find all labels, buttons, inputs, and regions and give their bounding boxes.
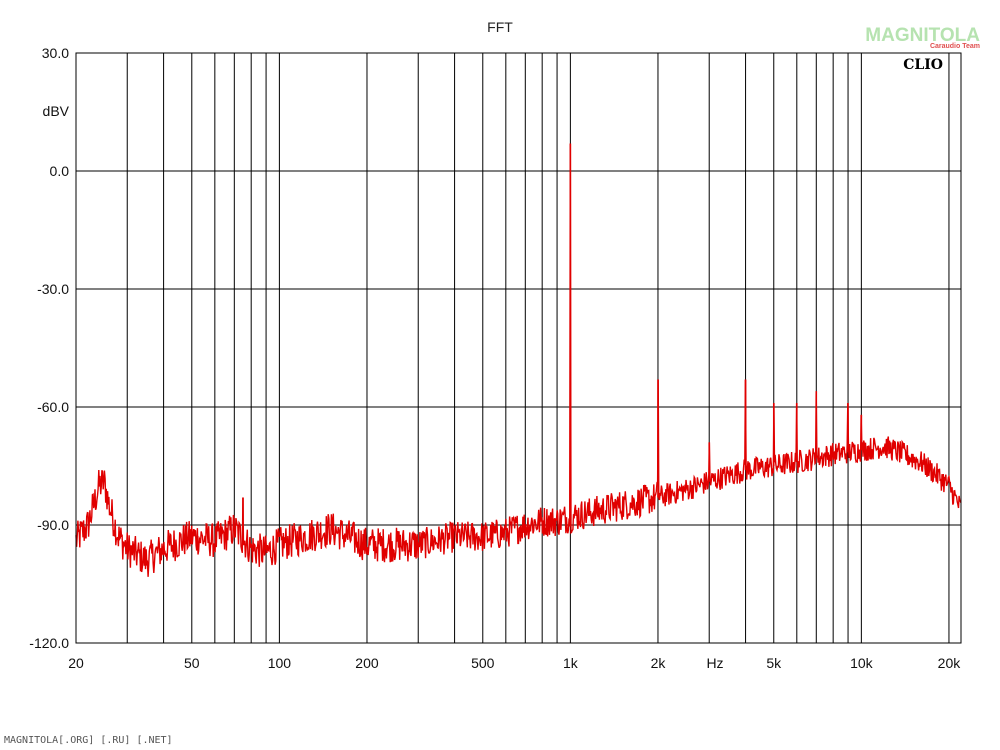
watermark-text: MAGNITOLA: [865, 25, 980, 46]
x-tick-label: 50: [184, 655, 200, 671]
x-tick-label: 200: [355, 655, 379, 671]
fft-trace: [75, 143, 962, 577]
footer-text: MAGNITOLA[.ORG] [.RU] [.NET]: [4, 735, 173, 746]
x-tick-label: 500: [471, 655, 495, 671]
y-tick-label: -90.0: [37, 517, 69, 533]
x-tick-label: 2k: [651, 655, 667, 671]
y-axis-label: dBV: [43, 103, 70, 119]
chart-title: FFT: [487, 19, 513, 35]
y-tick-label: 0.0: [50, 163, 70, 179]
watermark-logo: MAGNITOLA Caraudio Team: [865, 25, 980, 50]
x-tick-label: 5k: [766, 655, 782, 671]
y-tick-label: -120.0: [29, 635, 69, 651]
x-axis-label: Hz: [706, 655, 723, 671]
x-tick-label: 10k: [850, 655, 874, 671]
y-tick-label: -60.0: [37, 399, 69, 415]
x-tick-label: 1k: [563, 655, 579, 671]
y-tick-label: -30.0: [37, 281, 69, 297]
grid-lines: [76, 53, 961, 643]
plot-area: [75, 143, 962, 577]
watermark-subtext: Caraudio Team: [930, 43, 980, 50]
plot-frame: [75, 52, 962, 644]
y-tick-label: 30.0: [42, 45, 69, 61]
x-tick-label: 20: [68, 655, 84, 671]
brand-label: CLIO: [903, 57, 943, 73]
x-axis-ticks: 20 50 100 200 500 1k 2k 5k 10k 20k: [68, 655, 961, 671]
x-tick-label: 100: [268, 655, 292, 671]
y-axis-ticks: 30.0 0.0 -30.0 -60.0 -90.0 -120.0: [29, 45, 69, 651]
x-tick-label: 20k: [938, 655, 962, 671]
